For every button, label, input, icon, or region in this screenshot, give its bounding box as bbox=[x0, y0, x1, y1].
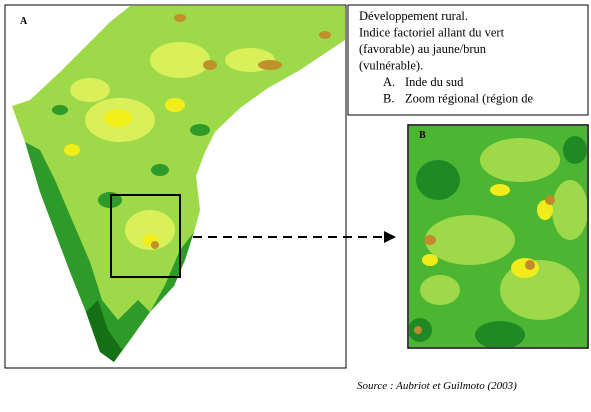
brown-patches bbox=[414, 195, 555, 334]
legend-line: Indice factoriel allant du vert bbox=[359, 26, 505, 40]
zoom-box bbox=[110, 194, 181, 278]
yellow-patches bbox=[64, 98, 185, 246]
legend-marker: A. bbox=[383, 75, 395, 89]
zoom-map bbox=[409, 126, 587, 347]
legend-line: (favorable) au jaune/brun bbox=[359, 42, 487, 56]
dark-zone bbox=[86, 300, 122, 362]
legend-marker: B. bbox=[383, 92, 394, 106]
coastal-zone bbox=[150, 232, 194, 312]
light-patches bbox=[420, 138, 587, 320]
panel-b-label: B bbox=[419, 130, 426, 141]
legend-item: Inde du sud bbox=[405, 75, 464, 89]
legend-line: Développement rural. bbox=[359, 9, 468, 23]
legend-frame bbox=[347, 4, 589, 116]
panel-b-frame bbox=[407, 124, 589, 349]
legend: Développement rural. Indice factoriel all… bbox=[359, 9, 534, 106]
dark-patches bbox=[409, 136, 587, 347]
source: Source : Aubriot et Guilmoto (2003) bbox=[357, 380, 517, 392]
legend-line: (vulnérable). bbox=[359, 59, 423, 73]
legend-item: Zoom régional (région de bbox=[405, 92, 534, 106]
panel-a-label: A bbox=[20, 16, 28, 27]
south-india-map bbox=[12, 6, 345, 362]
coastal-zone bbox=[25, 142, 150, 362]
light-patches bbox=[70, 42, 275, 250]
arrow-head bbox=[384, 231, 396, 243]
brown-patches bbox=[151, 14, 331, 249]
